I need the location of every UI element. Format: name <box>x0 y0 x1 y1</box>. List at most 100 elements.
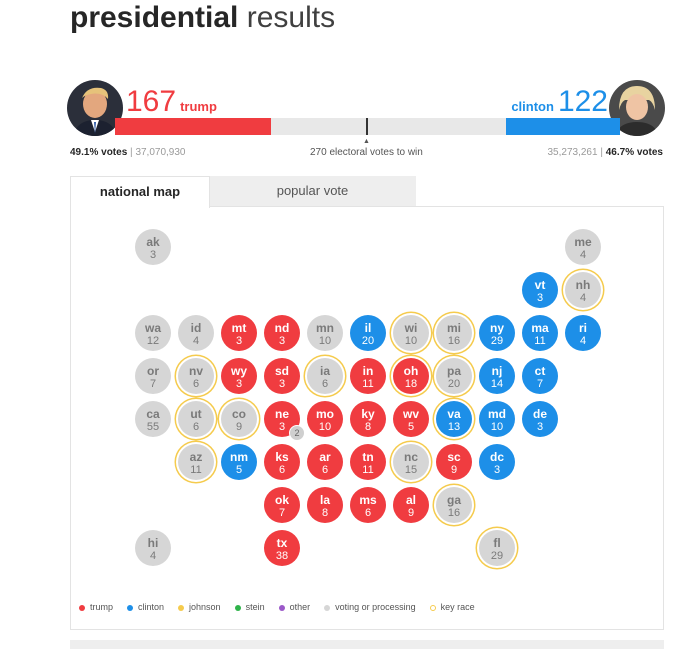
state-abbr: md <box>488 407 506 421</box>
state-ky[interactable]: ky 8 <box>350 401 386 437</box>
state-pa[interactable]: pa 20 <box>436 358 472 394</box>
trump-name: trump <box>180 99 217 114</box>
state-dc[interactable]: dc 3 <box>479 444 515 480</box>
state-md[interactable]: md 10 <box>479 401 515 437</box>
state-mo[interactable]: mo 10 <box>307 401 343 437</box>
state-electoral-votes: 13 <box>447 421 461 433</box>
clinton-vote-pct: 46.7% votes <box>605 147 663 158</box>
state-nm[interactable]: nm 5 <box>221 444 257 480</box>
trump-vote-count: 37,070,930 <box>135 147 186 158</box>
state-abbr: ga <box>446 493 461 507</box>
state-wi[interactable]: wi 10 <box>393 315 429 351</box>
clinton-electoral-bar <box>506 118 620 135</box>
state-or[interactable]: or 7 <box>135 358 171 394</box>
state-electoral-votes: 6 <box>192 378 200 390</box>
state-nj[interactable]: nj 14 <box>479 358 515 394</box>
state-electoral-votes: 9 <box>407 507 415 519</box>
state-wv[interactable]: wv 5 <box>393 401 429 437</box>
tab-national-map[interactable]: national map <box>70 176 210 208</box>
legend-dot-icon <box>178 604 185 611</box>
win-threshold-marker <box>366 118 368 135</box>
legend-item: voting or processing <box>324 602 416 612</box>
state-il[interactable]: il 20 <box>350 315 386 351</box>
state-de[interactable]: de 3 <box>522 401 558 437</box>
split-vote-badge[interactable]: 2 <box>289 425 305 441</box>
state-sc[interactable]: sc 9 <box>436 444 472 480</box>
state-electoral-votes: 29 <box>490 550 504 562</box>
state-abbr: ok <box>274 493 289 507</box>
state-electoral-votes: 20 <box>447 378 461 390</box>
state-electoral-votes: 55 <box>146 421 160 433</box>
state-electoral-votes: 10 <box>404 335 418 347</box>
state-abbr: mo <box>316 407 334 421</box>
state-wy[interactable]: wy 3 <box>221 358 257 394</box>
state-ms[interactable]: ms 6 <box>350 487 386 523</box>
state-ga[interactable]: ga 16 <box>436 487 472 523</box>
state-ct[interactable]: ct 7 <box>522 358 558 394</box>
state-fl[interactable]: fl 29 <box>479 530 515 566</box>
page-title: presidential results <box>70 0 335 36</box>
state-electoral-votes: 10 <box>318 335 332 347</box>
state-oh[interactable]: oh 18 <box>393 358 429 394</box>
state-abbr: sc <box>447 450 461 464</box>
state-nc[interactable]: nc 15 <box>393 444 429 480</box>
state-ny[interactable]: ny 29 <box>479 315 515 351</box>
state-abbr: ak <box>146 235 160 249</box>
state-electoral-votes: 6 <box>278 464 286 476</box>
state-abbr: ar <box>319 450 331 464</box>
state-ma[interactable]: ma 11 <box>522 315 558 351</box>
legend-item: key race <box>429 602 475 612</box>
state-ia[interactable]: ia 6 <box>307 358 343 394</box>
state-electoral-votes: 3 <box>536 292 544 304</box>
state-abbr: ca <box>146 407 160 421</box>
state-nv[interactable]: nv 6 <box>178 358 214 394</box>
state-abbr: mt <box>231 321 247 335</box>
state-hi[interactable]: hi 4 <box>135 530 171 566</box>
state-electoral-votes: 6 <box>192 421 200 433</box>
state-abbr: ia <box>319 364 330 378</box>
clinton-popular-vote: 35,273,261 | 46.7% votes <box>547 147 664 158</box>
state-sd[interactable]: sd 3 <box>264 358 300 394</box>
state-abbr: ny <box>489 321 504 335</box>
state-abbr: nd <box>274 321 290 335</box>
state-nd[interactable]: nd 3 <box>264 315 300 351</box>
state-abbr: wa <box>144 321 161 335</box>
legend-dot-icon <box>79 604 85 611</box>
state-ks[interactable]: ks 6 <box>264 444 300 480</box>
state-electoral-votes: 38 <box>275 550 289 562</box>
state-abbr: de <box>532 407 547 421</box>
state-mi[interactable]: mi 16 <box>436 315 472 351</box>
state-vt[interactable]: vt 3 <box>522 272 558 308</box>
state-ar[interactable]: ar 6 <box>307 444 343 480</box>
state-va[interactable]: va 13 <box>436 401 472 437</box>
state-co[interactable]: co 9 <box>221 401 257 437</box>
state-abbr: oh <box>403 364 419 378</box>
legend-label: trump <box>90 602 114 612</box>
state-me[interactable]: me 4 <box>565 229 601 265</box>
state-ok[interactable]: ok 7 <box>264 487 300 523</box>
state-mn[interactable]: mn 10 <box>307 315 343 351</box>
state-nh[interactable]: nh 4 <box>565 272 601 308</box>
state-ak[interactable]: ak 3 <box>135 229 171 265</box>
legend-label: stein <box>245 602 265 612</box>
state-ut[interactable]: ut 6 <box>178 401 214 437</box>
state-mt[interactable]: mt 3 <box>221 315 257 351</box>
state-az[interactable]: az 11 <box>178 444 214 480</box>
state-wa[interactable]: wa 12 <box>135 315 171 351</box>
tab-popular-vote[interactable]: popular vote <box>209 176 416 206</box>
state-tx[interactable]: tx 38 <box>264 530 300 566</box>
trump-avatar <box>67 80 123 136</box>
state-al[interactable]: al 9 <box>393 487 429 523</box>
state-ca[interactable]: ca 55 <box>135 401 171 437</box>
state-la[interactable]: la 8 <box>307 487 343 523</box>
state-abbr: in <box>362 364 374 378</box>
state-abbr: al <box>405 493 416 507</box>
clinton-ev-number: 122 <box>557 85 608 118</box>
state-in[interactable]: in 11 <box>350 358 386 394</box>
state-tn[interactable]: tn 11 <box>350 444 386 480</box>
state-id[interactable]: id 4 <box>178 315 214 351</box>
state-abbr: tn <box>362 450 374 464</box>
state-ri[interactable]: ri 4 <box>565 315 601 351</box>
state-abbr: ct <box>534 364 546 378</box>
